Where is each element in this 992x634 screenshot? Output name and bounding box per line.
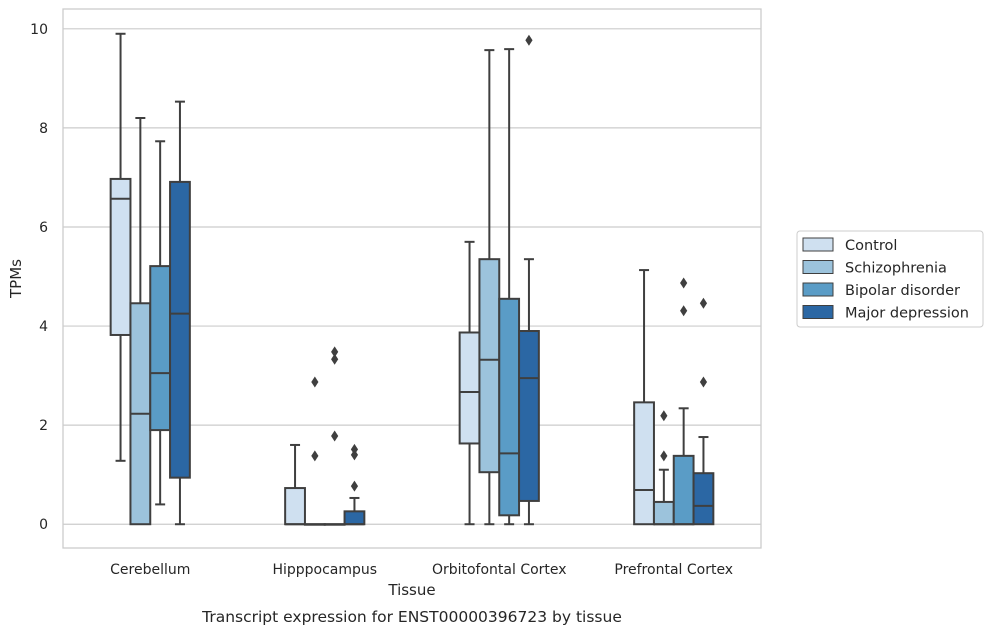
- box: [652, 500, 675, 526]
- outlier-point: [350, 480, 359, 492]
- box-plots: [109, 32, 715, 526]
- legend: Control Schizophrenia Bipolar disorder Majo…: [796, 230, 984, 328]
- box: [498, 297, 521, 517]
- x-tick-label: Hipppocampus: [272, 562, 377, 578]
- outlier-point: [331, 353, 339, 365]
- box-group: [343, 443, 366, 526]
- box-group: [109, 32, 132, 462]
- legend-swatch: [802, 237, 834, 252]
- box-group: [672, 277, 695, 526]
- x-tick-label: Cerebellum: [110, 562, 190, 578]
- box: [672, 454, 695, 526]
- y-tick-label: 4: [39, 319, 48, 335]
- y-tick-labels: 0 2 4 6 8 10: [30, 22, 48, 533]
- x-tick-label: Orbitofontal Cortex: [432, 562, 567, 578]
- box-group: [323, 346, 346, 526]
- box-group: [633, 269, 655, 526]
- legend-frame: [796, 230, 984, 328]
- legend-label: Major depression: [845, 306, 969, 322]
- box-group: [692, 297, 715, 526]
- legend-label: Bipolar disorder: [845, 283, 960, 299]
- box: [518, 330, 540, 502]
- outlier-point: [680, 305, 688, 317]
- box: [109, 177, 132, 336]
- outlier-point: [680, 277, 688, 289]
- outlier-point: [660, 450, 668, 462]
- box-group: [303, 376, 326, 526]
- box-group: [284, 443, 306, 526]
- y-tick-label: 6: [39, 220, 48, 236]
- box-group: [149, 140, 172, 506]
- box-group: [458, 240, 481, 526]
- box: [284, 487, 306, 526]
- legend-swatch: [802, 282, 834, 297]
- outlier-point: [350, 443, 359, 455]
- box-group: [169, 100, 191, 526]
- y-tick-label: 8: [39, 121, 48, 137]
- outlier-point: [311, 450, 319, 462]
- box-group: [498, 48, 521, 526]
- y-axis-label: TPMs: [7, 259, 25, 299]
- x-axis-label: Tissue: [387, 581, 435, 599]
- box: [169, 180, 191, 479]
- box-group: [129, 116, 152, 526]
- x-tick-labels: Cerebellum Hipppocampus Orbitofontal Corte…: [110, 562, 733, 578]
- legend-label: Control: [845, 238, 897, 254]
- legend-swatch: [802, 260, 834, 274]
- outlier-point: [525, 34, 533, 46]
- outlier-point: [660, 410, 668, 422]
- outlier-point: [331, 430, 339, 442]
- outlier-point: [699, 297, 708, 309]
- box: [478, 258, 501, 474]
- box-group: [478, 49, 501, 526]
- outlier-point: [699, 376, 708, 388]
- y-tick-label: 10: [30, 22, 48, 38]
- plot-frame: [62, 8, 762, 549]
- box-group: [518, 34, 540, 526]
- legend-label: Schizophrenia: [845, 261, 947, 277]
- box: [633, 401, 655, 526]
- outlier-point: [331, 346, 339, 358]
- chart-caption: Transcript expression for ENST0000039672…: [201, 608, 622, 626]
- box: [149, 265, 172, 432]
- y-tick-label: 0: [39, 517, 48, 533]
- y-tick-label: 2: [39, 418, 48, 434]
- box: [458, 331, 481, 445]
- box: [692, 472, 715, 526]
- outlier-point: [311, 376, 319, 388]
- legend-swatch: [802, 305, 834, 319]
- box-group: [652, 410, 675, 526]
- x-tick-label: Prefrontal Cortex: [614, 562, 733, 578]
- box: [343, 510, 366, 526]
